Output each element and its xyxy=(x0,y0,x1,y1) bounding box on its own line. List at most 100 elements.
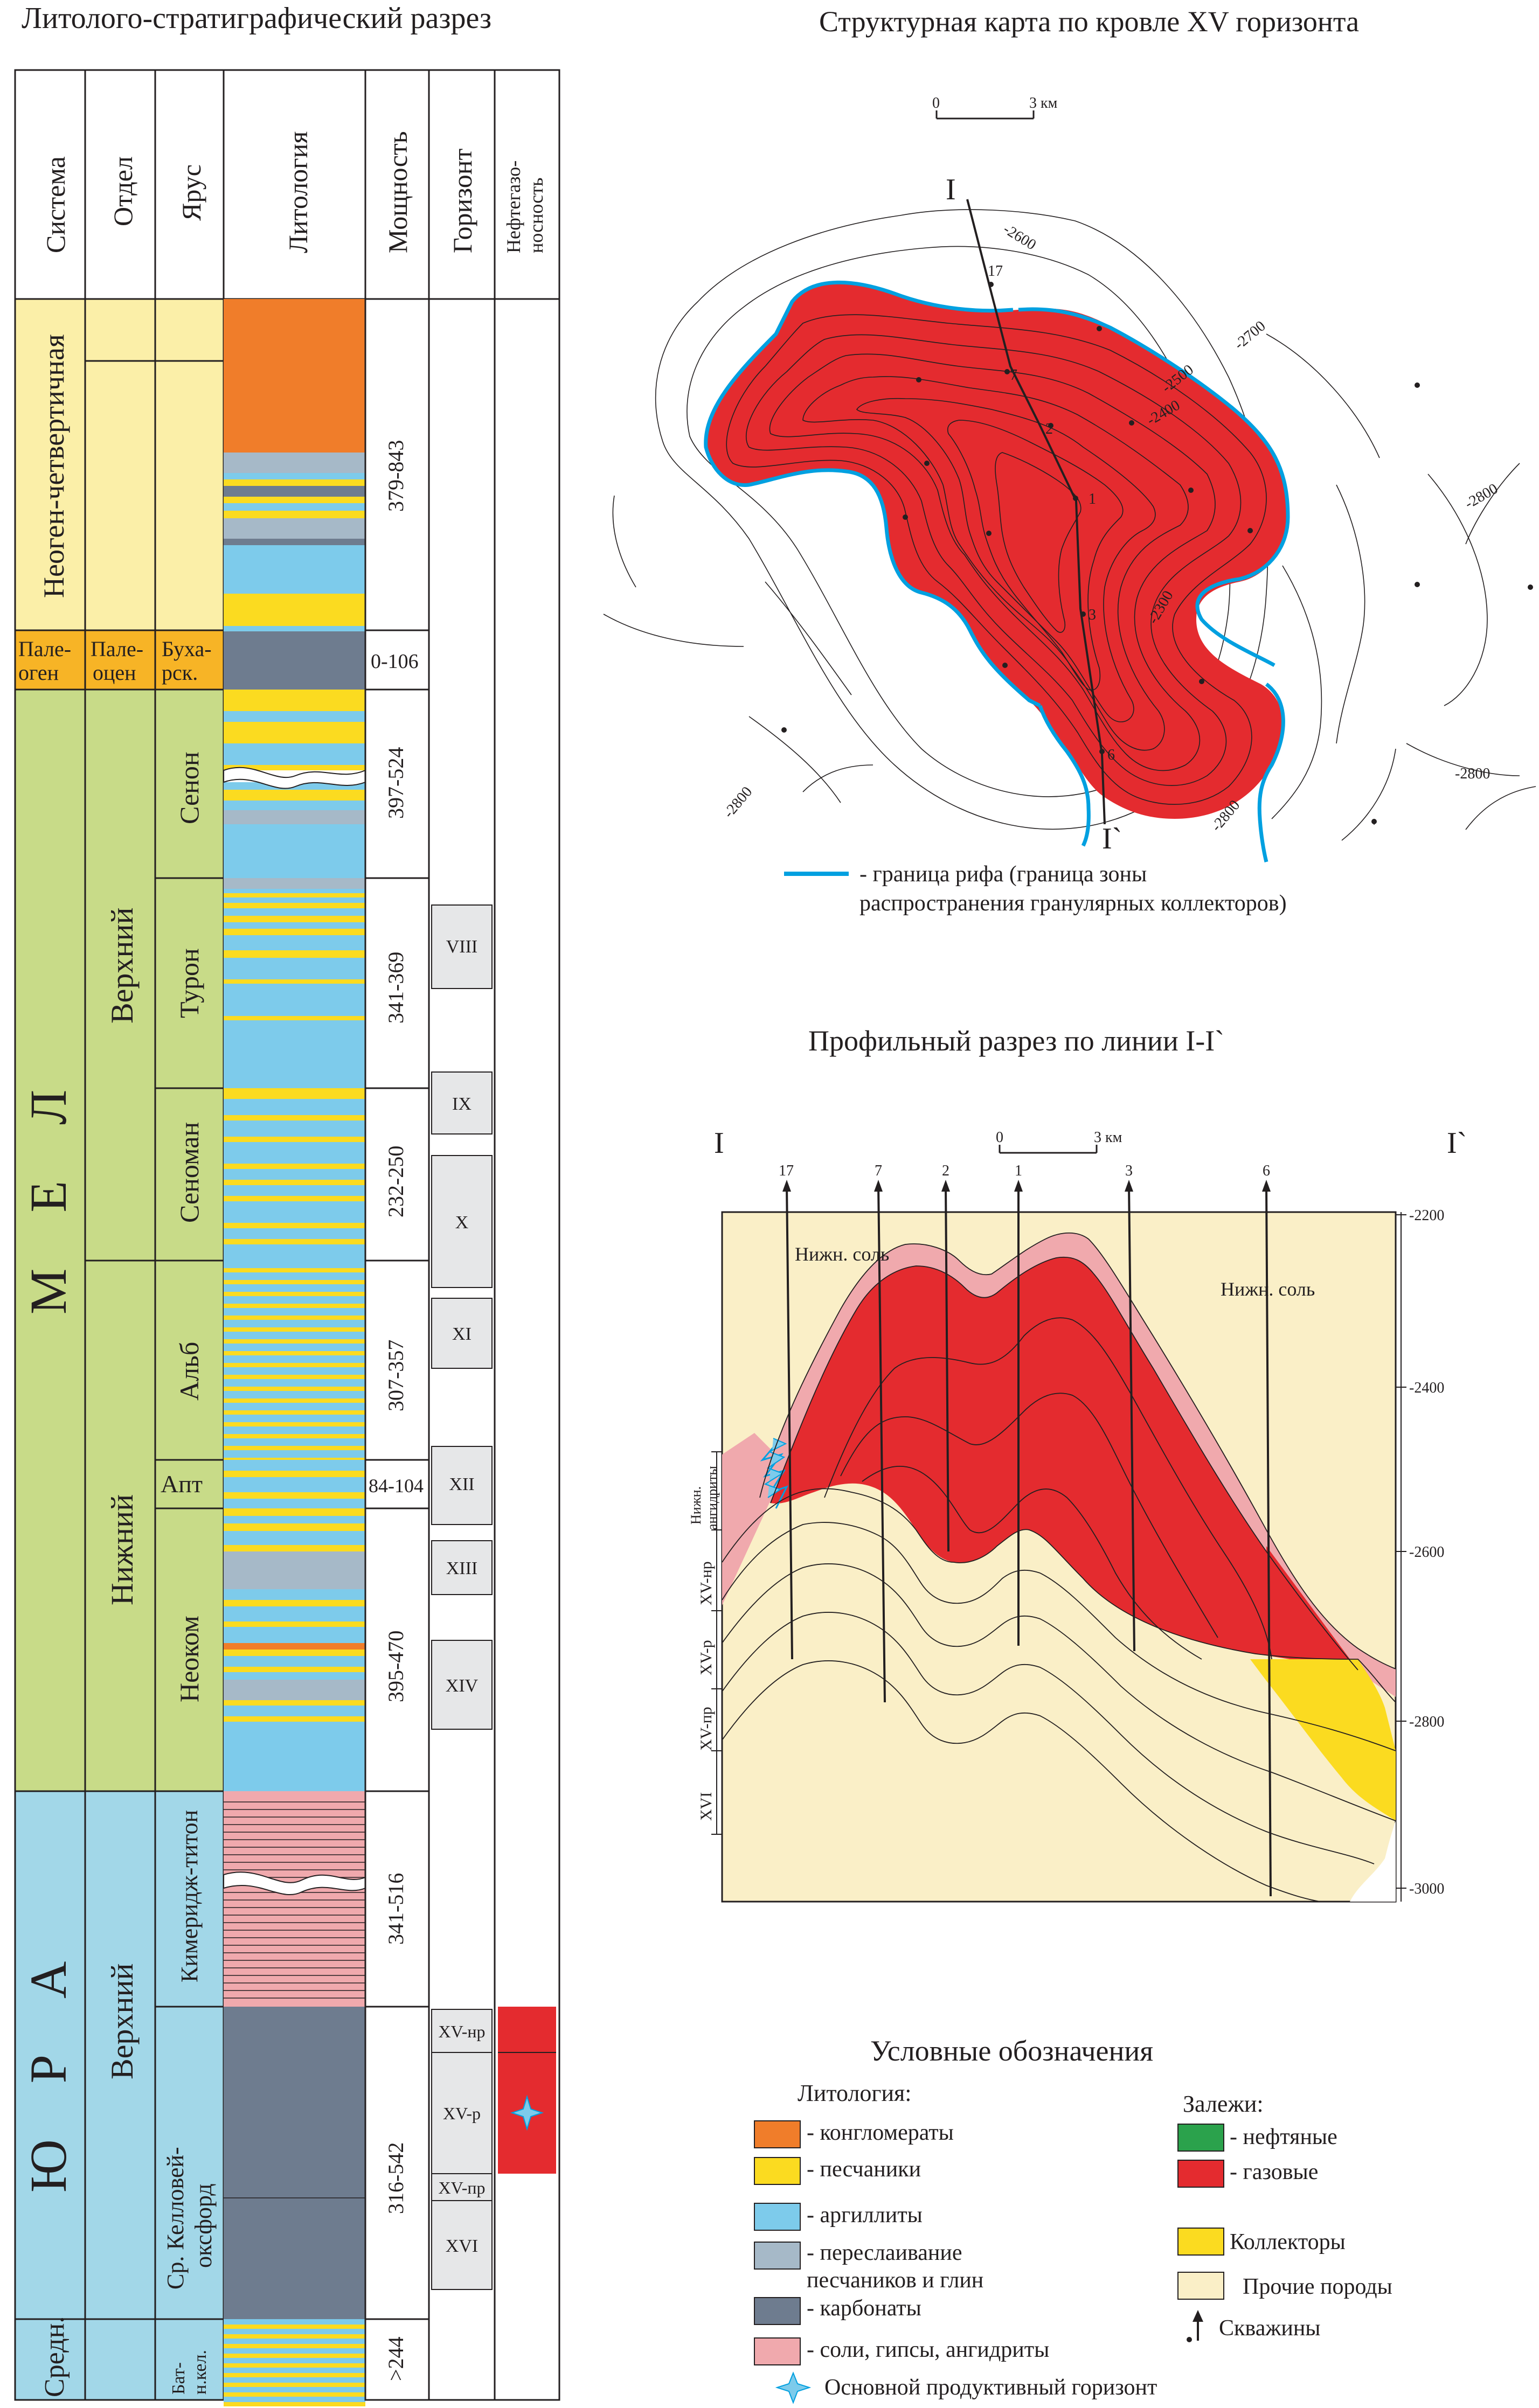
system-sredn: Средн. xyxy=(39,2316,70,2397)
legend-litho-title: Литология: xyxy=(798,2080,911,2106)
legend-interbed: - переслаивание песчаников и глин xyxy=(807,2240,983,2293)
strat-header: Система Отдел Ярус Литология Мощность Го… xyxy=(14,69,560,300)
legend-gas: - газовые xyxy=(1230,2160,1318,2184)
header-otdel: Отдел xyxy=(108,156,138,226)
thickness-neogen: 379-843 xyxy=(384,440,408,512)
profile-collector-wedge xyxy=(1250,1659,1396,1821)
depth-3000: -3000 xyxy=(1409,1881,1444,1897)
depth-axis: -2200 -2400 -2600 -2800 -3000 xyxy=(1396,1207,1444,1902)
stage-cenoman: Сеноман xyxy=(174,1122,204,1223)
header-system: Система xyxy=(40,156,71,253)
legend-carbonate: - карбонаты xyxy=(807,2296,921,2321)
profile-well-2: 2 xyxy=(942,1163,949,1179)
horizon-xv-r: XV-р xyxy=(443,2104,481,2123)
litho-legend-items: - конгломераты - песчаники - аргиллиты -… xyxy=(754,2120,1049,2365)
stage-apt: Апт xyxy=(161,1470,203,1498)
unit-xv-pr: XV-пр xyxy=(697,1707,715,1751)
strat-title: Литолого-стратиграфический разрез xyxy=(22,2,491,35)
reef-boundary-west xyxy=(1038,705,1091,847)
map-well-17: 17 xyxy=(988,263,1003,280)
map-scale-3km: 3 км xyxy=(1029,95,1058,112)
salt-label-left: Нижн. соль xyxy=(795,1243,889,1265)
horizon-xi: XI xyxy=(452,1324,472,1344)
horizon-xii: XII xyxy=(449,1474,474,1494)
stage-bat: Бат-н.кел. xyxy=(169,2350,210,2395)
horizon-ix: IX xyxy=(452,1094,472,1114)
horizon-xv-nr: XV-нр xyxy=(438,2022,485,2041)
map-well-1: 1 xyxy=(1089,491,1096,507)
profile-scale-0: 0 xyxy=(996,1129,1003,1146)
stage-column: Буха-рск. Сенон Турон Сеноман Альб Апт Н… xyxy=(154,298,225,2401)
profile-gas-body xyxy=(771,1257,1358,1670)
lithology-column xyxy=(223,298,366,2406)
thickness-apt: 84-104 xyxy=(369,1475,424,1497)
legend-collectors: Коллекторы xyxy=(1230,2230,1346,2254)
thickness-senon: 397-524 xyxy=(384,747,408,819)
legend-main-horizon: Основной продуктивный горизонт xyxy=(824,2375,1157,2400)
map-well-6: 6 xyxy=(1107,747,1115,763)
thickness-bat: >244 xyxy=(384,2336,408,2381)
system-jura: Ю Р А xyxy=(19,1940,77,2193)
gas-deposit-area xyxy=(705,282,1288,819)
system-neogen: Неоген-четвертичная xyxy=(38,334,70,598)
map-wells xyxy=(781,282,1533,825)
horizon-column: VIII IX X XI XII XIII XIV XV-нр XV-р XV-… xyxy=(428,298,496,2401)
lithostratigraphic-column: Литолого-стратиграфический разрез Систем… xyxy=(14,2,560,2406)
contour-label-2800-sw: -2800 xyxy=(720,784,756,822)
profile-left-units: Нижн.ангидриты XV-нр XV-р XV-пр XVI xyxy=(688,1451,722,1835)
thickness-turon: 341-369 xyxy=(384,952,408,1024)
main-horizon-star-icon xyxy=(510,2094,544,2131)
section-line xyxy=(966,199,1106,825)
thickness-neocom: 395-470 xyxy=(384,1631,408,1702)
header-lithology: Литология xyxy=(283,131,313,253)
legend-sandstone: - песчаники xyxy=(807,2157,921,2182)
legend-deposits-title: Залежи: xyxy=(1183,2091,1264,2117)
unit-xv-r: XV-р xyxy=(697,1640,715,1675)
profile-wells xyxy=(786,1185,1272,1897)
unit-xv-nr: XV-нр xyxy=(697,1561,715,1605)
legend-conglomerate: - конгломераты xyxy=(807,2120,954,2145)
profile-right-label: I` xyxy=(1447,1126,1467,1160)
legend-salt: - соли, гипсы, ангидриты xyxy=(807,2337,1049,2362)
profile-well-arrows xyxy=(782,1180,1271,1192)
horizon-xvi: XVI xyxy=(446,2236,478,2256)
thickness-bukhara: 0-106 xyxy=(371,650,419,673)
otdel-column: Пале-оцен Верхний Нижний Верхний xyxy=(84,298,156,2401)
map-well-7: 7 xyxy=(1010,367,1017,384)
profile-well-3: 3 xyxy=(1125,1163,1133,1179)
unit-xvi: XVI xyxy=(697,1792,715,1821)
contour-label-2600: -2600 xyxy=(1000,221,1039,254)
oilgas-column xyxy=(494,298,560,2401)
reef-legend: - граница рифа (граница зоны распростране… xyxy=(784,862,1287,916)
thickness-kimmeridge: 341-516 xyxy=(384,1873,408,1945)
horizon-viii: VIII xyxy=(446,937,478,957)
system-mel: М Е Л xyxy=(19,1068,77,1314)
well-dot-icon xyxy=(1187,2337,1192,2342)
map-scale-0: 0 xyxy=(932,95,940,112)
profile-left-label: I xyxy=(714,1126,724,1160)
thickness-column: 379-843 0-106 397-524 341-369 232-250 30… xyxy=(364,298,430,2401)
map-well-3: 3 xyxy=(1089,607,1096,623)
depth-2200: -2200 xyxy=(1409,1207,1444,1224)
reef-boundary-outer xyxy=(704,280,1041,708)
otdel-upper-cretaceous: Верхний xyxy=(105,907,140,1024)
reef-legend-text: - граница рифа (граница зоны распростране… xyxy=(859,862,1287,916)
reef-boundary-east xyxy=(1257,683,1285,862)
profile-well-17: 17 xyxy=(779,1163,794,1179)
contour-label-2800-e: -2800 xyxy=(1455,765,1490,782)
profile-well-7: 7 xyxy=(875,1163,882,1179)
header-thickness: Мощность xyxy=(383,131,413,253)
depth-2800: -2800 xyxy=(1409,1714,1444,1730)
deposit-legend-items: - нефтяные - газовые Коллекторы Прочие п… xyxy=(1177,2124,1392,2342)
horizon-xiv: XIV xyxy=(446,1676,479,1696)
legend: Условные обозначения Литология: Залежи: … xyxy=(754,2035,1392,2404)
stage-bukhara: Буха-рск. xyxy=(162,637,212,685)
stage-neocom: Неоком xyxy=(174,1616,204,1702)
well-arrow-icon xyxy=(1193,2310,1203,2322)
profile-strata xyxy=(722,1232,1396,1902)
system-column: Неоген-четвертичная Пале-оген М Е Л Ю Р … xyxy=(14,298,86,2401)
profile-scale-3km: 3 км xyxy=(1094,1129,1122,1146)
header-oilgas: Нефтегазо-носность xyxy=(503,161,547,253)
depth-2400: -2400 xyxy=(1409,1380,1444,1396)
